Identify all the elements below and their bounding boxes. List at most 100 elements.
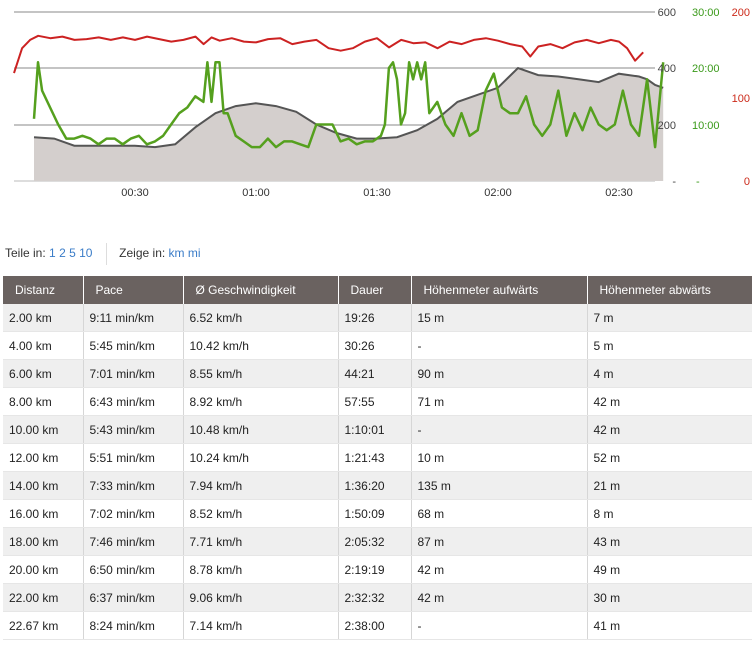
heart-rate-axis-tick: 0	[744, 176, 750, 188]
cell-elevation-up: 68 m	[411, 499, 588, 528]
cell-duration: 57:55	[338, 387, 412, 416]
cell-avg-speed: 7.71 km/h	[183, 527, 339, 556]
unit-option-km[interactable]: km	[168, 246, 185, 261]
cell-avg-speed: 8.92 km/h	[183, 387, 339, 416]
cell-pace: 9:11 min/km	[83, 304, 184, 332]
cell-elevation-down: 43 m	[587, 527, 752, 556]
cell-avg-speed: 8.78 km/h	[183, 555, 339, 584]
cell-distance: 14.00 km	[3, 471, 84, 500]
table-row: 14.00 km 7:33 min/km 7.94 km/h 1:36:20 135 m…	[3, 471, 752, 500]
cell-elevation-down: 4 m	[587, 359, 752, 388]
cell-duration: 2:38:00	[338, 611, 412, 640]
cell-distance: 22.00 km	[3, 583, 84, 612]
split-option-1[interactable]: 1	[49, 246, 56, 261]
cell-avg-speed: 6.52 km/h	[183, 304, 339, 332]
pace-axis-tick: 30:00	[692, 7, 720, 19]
cell-elevation-down: 42 m	[587, 387, 752, 416]
cell-elevation-up: -	[411, 331, 588, 360]
cell-duration: 2:32:32	[338, 583, 412, 612]
table-row: 8.00 km 6:43 min/km 8.92 km/h 57:55 71 m 42 m	[3, 387, 752, 416]
x-tick-label: 01:30	[363, 187, 391, 199]
cell-pace: 6:37 min/km	[83, 583, 184, 612]
table-header-row: Distanz Pace Ø Geschwindigkeit Dauer Höh…	[3, 276, 752, 304]
cell-pace: 6:43 min/km	[83, 387, 184, 416]
unit-option-mi[interactable]: mi	[187, 246, 201, 261]
header-elevation-up: Höhenmeter aufwärts	[411, 276, 588, 304]
cell-pace: 5:45 min/km	[83, 331, 184, 360]
x-tick-label: 00:30	[121, 187, 149, 199]
elevation-area	[34, 68, 664, 181]
cell-duration: 1:10:01	[338, 415, 412, 444]
cell-distance: 4.00 km	[3, 331, 84, 360]
left-axis-tick: 400	[658, 63, 676, 75]
cell-duration: 19:26	[338, 304, 412, 332]
cell-elevation-up: 135 m	[411, 471, 588, 500]
x-axis-ticks: 00:30 01:00 01:30 02:00 02:30	[121, 187, 633, 199]
cell-elevation-up: 42 m	[411, 555, 588, 584]
cell-pace: 5:43 min/km	[83, 415, 184, 444]
cell-distance: 12.00 km	[3, 443, 84, 472]
cell-distance: 6.00 km	[3, 359, 84, 388]
cell-pace: 5:51 min/km	[83, 443, 184, 472]
cell-elevation-down: 30 m	[587, 583, 752, 612]
cell-elevation-up: 87 m	[411, 527, 588, 556]
header-avg-speed: Ø Geschwindigkeit	[183, 276, 339, 304]
left-axis-tick: 600	[658, 7, 676, 19]
cell-distance: 8.00 km	[3, 387, 84, 416]
x-tick-label: 02:30	[605, 187, 633, 199]
x-tick-label: 01:00	[242, 187, 270, 199]
heart-rate-axis-tick: 200	[732, 7, 750, 19]
left-axis-tick: -	[672, 176, 676, 188]
cell-pace: 7:46 min/km	[83, 527, 184, 556]
pace-line	[32, 61, 665, 149]
cell-distance: 10.00 km	[3, 415, 84, 444]
cell-avg-speed: 9.06 km/h	[183, 583, 339, 612]
split-table: Distanz Pace Ø Geschwindigkeit Dauer Höh…	[3, 276, 752, 640]
cell-duration: 1:50:09	[338, 499, 412, 528]
cell-elevation-down: 21 m	[587, 471, 752, 500]
cell-elevation-down: 42 m	[587, 415, 752, 444]
cell-duration: 2:05:32	[338, 527, 412, 556]
header-pace: Pace	[83, 276, 184, 304]
run-chart: 00:30 01:00 01:30 02:00 02:30 600 400 200 - 30:0…	[13, 7, 750, 199]
controls-divider	[105, 243, 107, 265]
cell-elevation-down: 52 m	[587, 443, 752, 472]
cell-elevation-up: -	[411, 611, 588, 640]
pace-axis-tick: 20:00	[692, 63, 720, 75]
cell-elevation-up: 71 m	[411, 387, 588, 416]
split-option-5[interactable]: 5	[69, 246, 76, 261]
cell-duration: 1:21:43	[338, 443, 412, 472]
table-row: 4.00 km 5:45 min/km 10.42 km/h 30:26-5 m	[3, 331, 752, 360]
cell-pace: 7:33 min/km	[83, 471, 184, 500]
cell-pace: 7:02 min/km	[83, 499, 184, 528]
split-option-2[interactable]: 2	[59, 246, 66, 261]
pace-axis-tick: 10:00	[692, 120, 720, 132]
cell-distance: 16.00 km	[3, 499, 84, 528]
cell-duration: 2:19:19	[338, 555, 412, 584]
table-row: 10.00 km 5:43 min/km 10.48 km/h 1:10:01-42 …	[3, 415, 752, 444]
cell-distance: 22.67 km	[3, 611, 84, 640]
cell-avg-speed: 7.94 km/h	[183, 471, 339, 500]
table-row: 22.67 km 8:24 min/km 7.14 km/h 2:38:00-41 m	[3, 611, 752, 640]
split-controls: Teile in: 1 2 5 10 Zeige in: km mi	[5, 243, 201, 265]
cell-avg-speed: 10.24 km/h	[183, 443, 339, 472]
split-option-10[interactable]: 10	[79, 246, 93, 261]
cell-distance: 2.00 km	[3, 304, 84, 332]
cell-elevation-up: -	[411, 415, 588, 444]
x-tick-label: 02:00	[484, 187, 512, 199]
cell-avg-speed: 10.42 km/h	[183, 331, 339, 360]
y-axis-ticks: 600 400 200 - 30:00 20:00 10:00 - 200 100 0	[658, 7, 750, 188]
table-row: 12.00 km 5:51 min/km 10.24 km/h 1:21:43 10 m…	[3, 443, 752, 472]
cell-elevation-down: 5 m	[587, 331, 752, 360]
cell-elevation-up: 15 m	[411, 304, 588, 332]
cell-duration: 30:26	[338, 331, 412, 360]
cell-avg-speed: 8.52 km/h	[183, 499, 339, 528]
cell-elevation-down: 49 m	[587, 555, 752, 584]
cell-elevation-up: 42 m	[411, 583, 588, 612]
cell-pace: 7:01 min/km	[83, 359, 184, 388]
